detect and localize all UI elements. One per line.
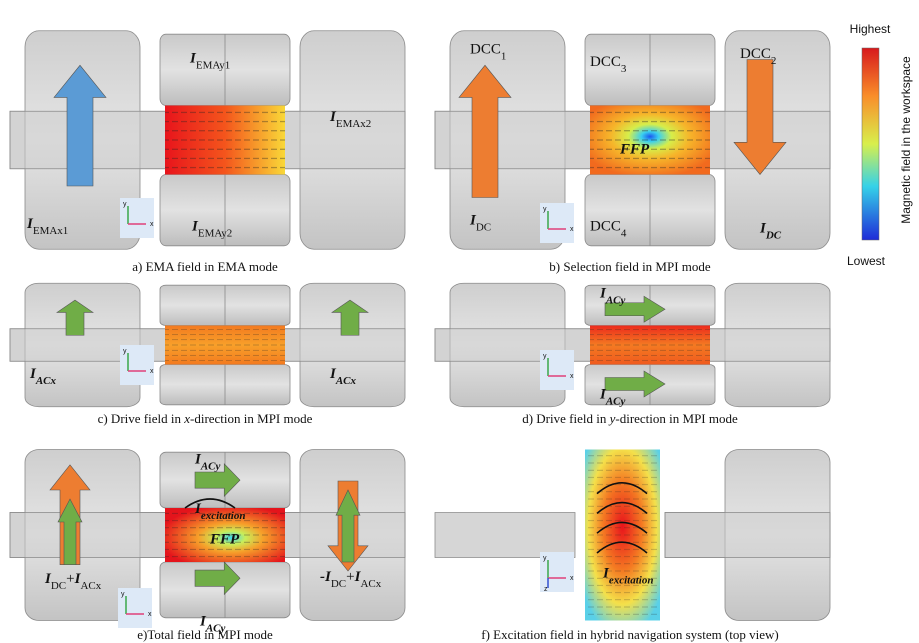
axis-label: y	[543, 353, 547, 360]
caption-part: c) Drive field in	[98, 411, 185, 426]
panel-caption: a) EMA field in EMA mode	[132, 259, 278, 274]
label-part: DC	[765, 229, 782, 241]
colorbar-low: Lowest	[847, 254, 886, 268]
axis-icon: yx	[540, 350, 574, 390]
caption-part: a) EMA field in EMA mode	[132, 259, 278, 274]
axis-label: x	[150, 221, 154, 228]
label-part: DCC	[740, 46, 771, 62]
label-part: EMAy2	[198, 227, 232, 239]
panel-caption: f) Excitation field in hybrid navigation…	[481, 627, 779, 642]
axis-label: y	[123, 348, 127, 355]
label-part: EMAx1	[33, 225, 68, 237]
label-part: 1	[501, 50, 507, 62]
label-part: +	[346, 570, 354, 586]
axis-label: x	[570, 373, 574, 380]
label-part: ACy	[200, 460, 221, 472]
caption-part: b) Selection field in MPI mode	[549, 259, 711, 274]
panel-caption: c) Drive field in x-direction in MPI mod…	[98, 411, 313, 426]
label-part: FFP	[209, 532, 240, 548]
axis-label: x	[150, 368, 154, 375]
panel-caption: d) Drive field in y-direction in MPI mod…	[522, 411, 738, 426]
label-part: EMAx2	[336, 118, 371, 130]
label-part: 4	[621, 227, 627, 239]
figure: Highest Lowest Magnetic field in the wor…	[0, 0, 919, 643]
axis-icon: yx	[120, 198, 154, 238]
field-vectors	[165, 106, 285, 175]
label-part: 3	[621, 62, 627, 74]
axis-label: x	[570, 575, 574, 582]
label-part: DC	[51, 580, 66, 592]
field-vectors	[585, 450, 660, 621]
field-vectors	[590, 326, 710, 365]
colorbar-title: Magnetic field in the workspace	[899, 56, 913, 224]
panel-drawing	[435, 450, 830, 621]
panel-drawing	[435, 283, 830, 407]
axis-label: x	[148, 611, 152, 618]
axis-icon: yx	[120, 345, 154, 385]
label-part: DC	[476, 221, 491, 233]
caption-part: f) Excitation field in hybrid navigation…	[481, 627, 779, 642]
label-part: ACx	[360, 578, 381, 590]
label-part: DC	[331, 578, 346, 590]
colorbar	[862, 48, 879, 240]
panel-caption: e)Total field in MPI mode	[137, 627, 273, 642]
axis-label: y	[121, 591, 125, 598]
current-label: FFP	[619, 142, 650, 158]
axis-label: y	[543, 206, 547, 213]
label-part: excitation	[201, 509, 246, 521]
label-part: ACx	[80, 580, 101, 592]
panel-drawing	[10, 450, 405, 621]
label-part: 2	[771, 54, 777, 66]
caption-part: d) Drive field in	[522, 411, 609, 426]
current-label: FFP	[209, 532, 240, 548]
label-part: +	[66, 571, 74, 587]
caption-part: -direction in MPI mode	[615, 411, 738, 426]
axis-icon: y x z	[540, 552, 574, 593]
label-part: ACx	[35, 374, 57, 386]
label-part: EMAy1	[196, 59, 230, 71]
label-part: DCC	[470, 42, 501, 58]
colorbar-high: Highest	[850, 22, 891, 36]
right-shaft-front	[665, 513, 830, 558]
panel-caption: b) Selection field in MPI mode	[549, 259, 711, 274]
axis-icon: yx	[118, 588, 152, 628]
label-part: FFP	[619, 142, 650, 158]
left-shaft	[435, 513, 575, 558]
label-part: DCC	[590, 54, 621, 70]
field-vectors	[590, 106, 710, 175]
axis-label: z	[544, 586, 548, 593]
axis-icon: yx	[540, 203, 574, 243]
axis-label: x	[570, 226, 574, 233]
label-part: ACy	[605, 395, 626, 407]
label-part: ACy	[605, 294, 626, 306]
field-vectors	[165, 326, 285, 365]
label-part: excitation	[609, 574, 654, 586]
label-part: DCC	[590, 219, 621, 235]
caption-part: e)Total field in MPI mode	[137, 627, 273, 642]
caption-part: -direction in MPI mode	[190, 411, 313, 426]
label-part: ACx	[335, 374, 357, 386]
axis-label: y	[123, 201, 127, 208]
axis-label: y	[543, 555, 547, 562]
panel-drawing	[10, 283, 405, 407]
